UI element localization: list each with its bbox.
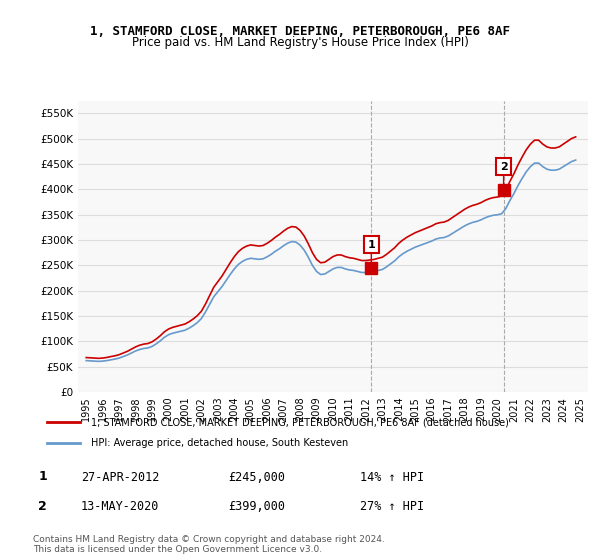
Text: 1: 1 xyxy=(367,240,375,250)
Text: 27-APR-2012: 27-APR-2012 xyxy=(81,470,160,484)
Text: 2: 2 xyxy=(38,500,47,513)
Text: £245,000: £245,000 xyxy=(228,470,285,484)
Text: 2: 2 xyxy=(500,162,508,171)
Text: 27% ↑ HPI: 27% ↑ HPI xyxy=(360,500,424,514)
Text: 1, STAMFORD CLOSE, MARKET DEEPING, PETERBOROUGH, PE6 8AF: 1, STAMFORD CLOSE, MARKET DEEPING, PETER… xyxy=(90,25,510,38)
Text: 14% ↑ HPI: 14% ↑ HPI xyxy=(360,470,424,484)
Text: 13-MAY-2020: 13-MAY-2020 xyxy=(81,500,160,514)
Text: 1, STAMFORD CLOSE, MARKET DEEPING, PETERBOROUGH, PE6 8AF (detached house): 1, STAMFORD CLOSE, MARKET DEEPING, PETER… xyxy=(91,417,509,427)
Text: Price paid vs. HM Land Registry's House Price Index (HPI): Price paid vs. HM Land Registry's House … xyxy=(131,36,469,49)
Text: HPI: Average price, detached house, South Kesteven: HPI: Average price, detached house, Sout… xyxy=(91,438,348,448)
Text: 1: 1 xyxy=(38,470,47,483)
Text: £399,000: £399,000 xyxy=(228,500,285,514)
Text: Contains HM Land Registry data © Crown copyright and database right 2024.
This d: Contains HM Land Registry data © Crown c… xyxy=(33,535,385,554)
